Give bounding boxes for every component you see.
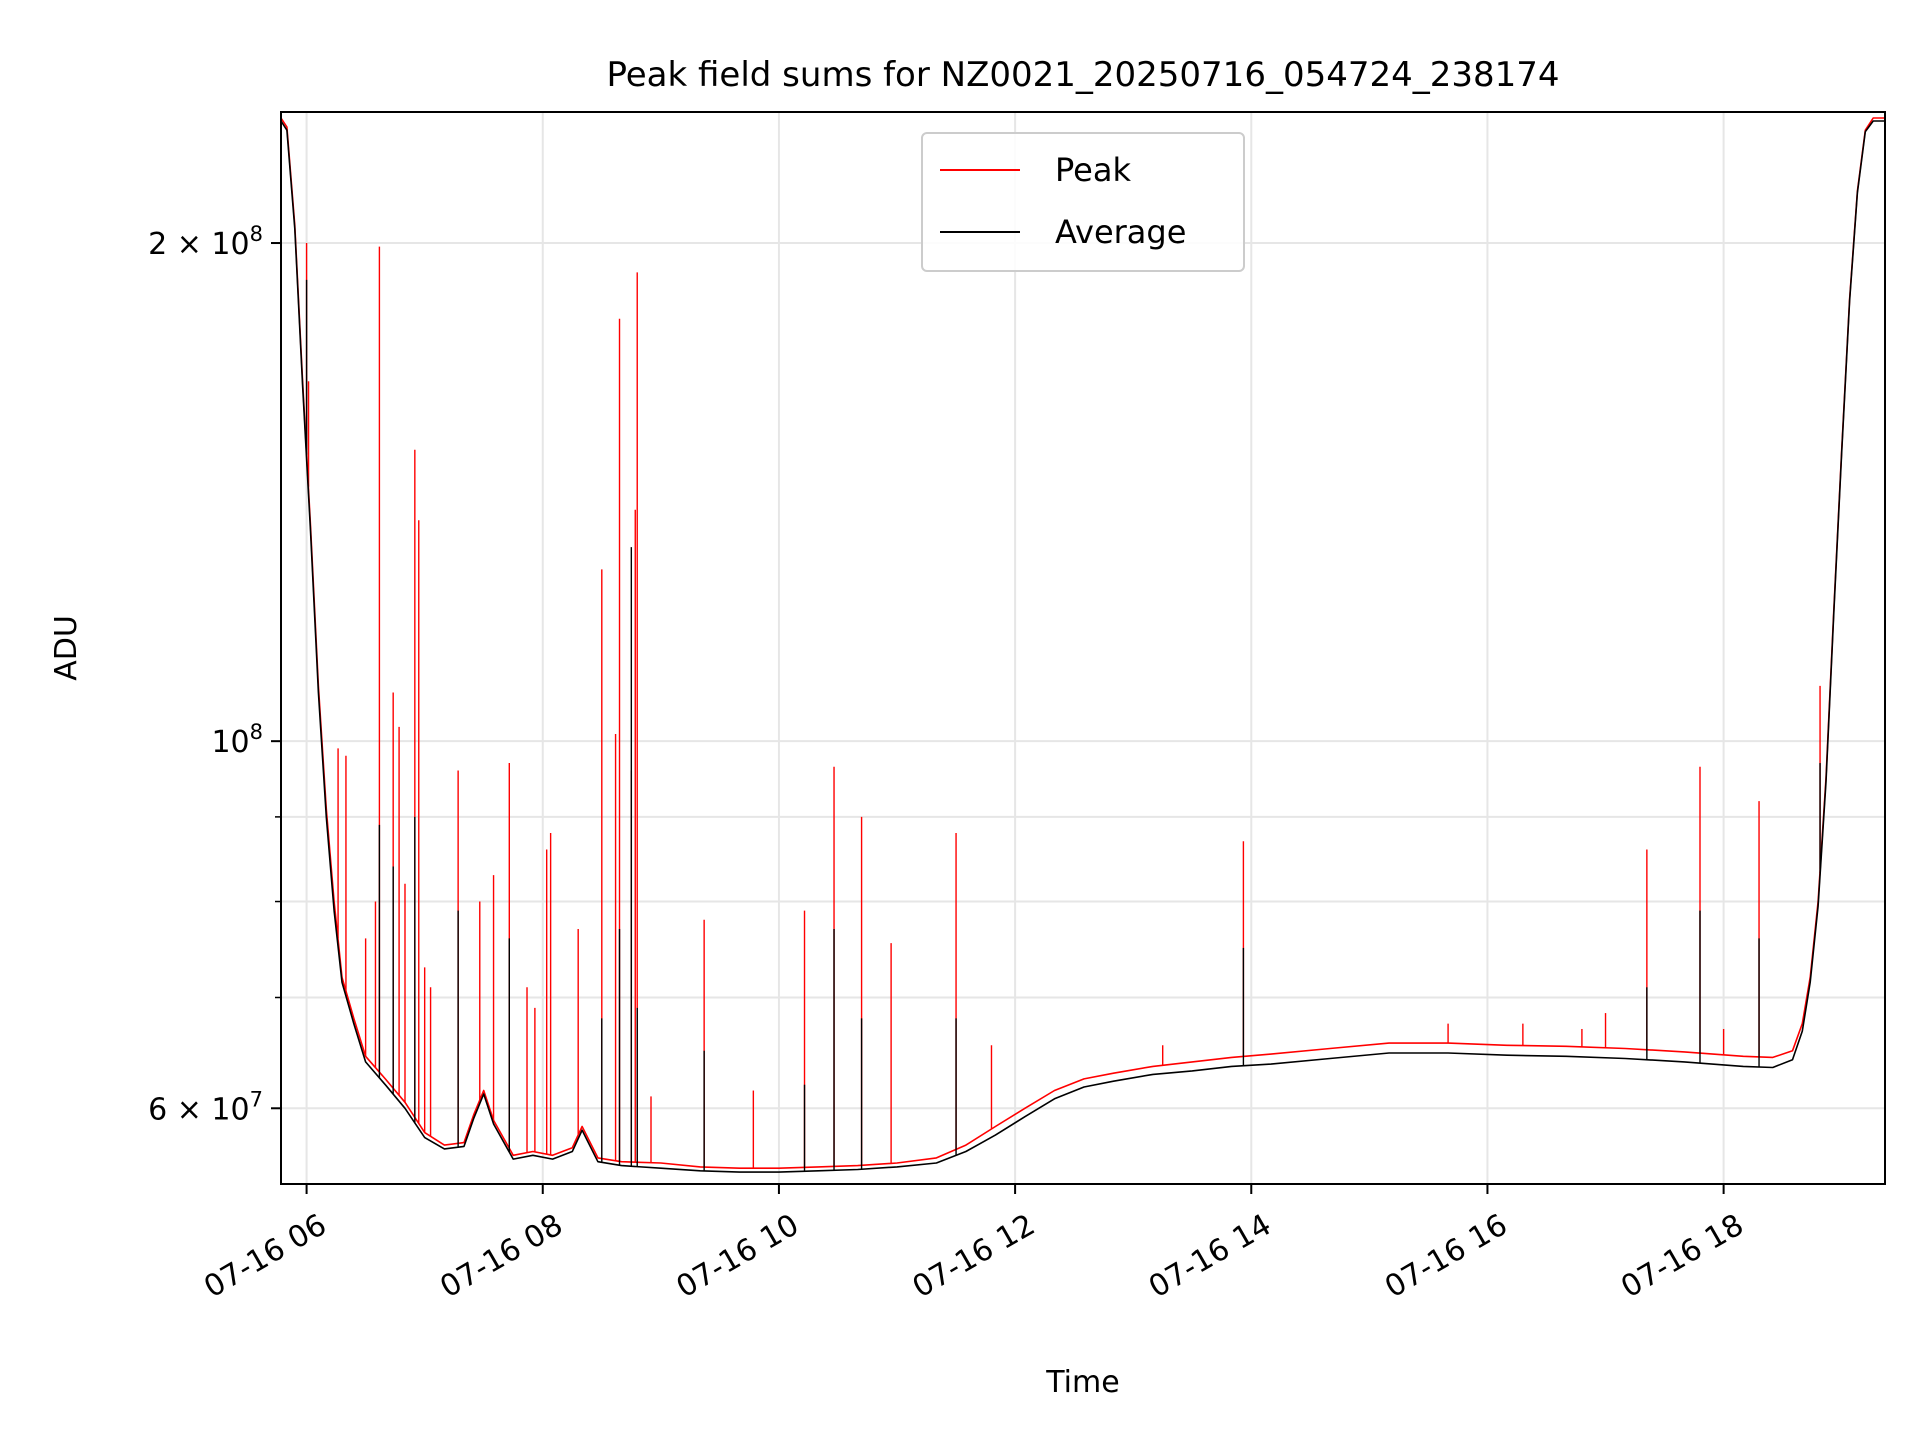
plot-lines <box>280 117 1885 1173</box>
y-tick-label-1: 108 <box>211 720 263 760</box>
legend: Peak Average <box>921 132 1245 272</box>
legend-label-average: Average <box>1055 213 1186 251</box>
y-axis-label: ADU <box>49 615 84 681</box>
legend-frame <box>921 132 1245 272</box>
y-tick-label-2: 2 × 108 <box>148 222 263 262</box>
legend-label-peak: Peak <box>1055 151 1131 189</box>
y-tick-label-0: 6 × 107 <box>148 1087 263 1127</box>
y-axis-ticks: 6 × 107 108 2 × 108 <box>148 222 281 1127</box>
axes-frame <box>280 111 1886 1185</box>
chart-title: Peak field sums for NZ0021_20250716_0547… <box>606 55 1559 95</box>
x-axis-label: Time <box>1045 1365 1119 1400</box>
